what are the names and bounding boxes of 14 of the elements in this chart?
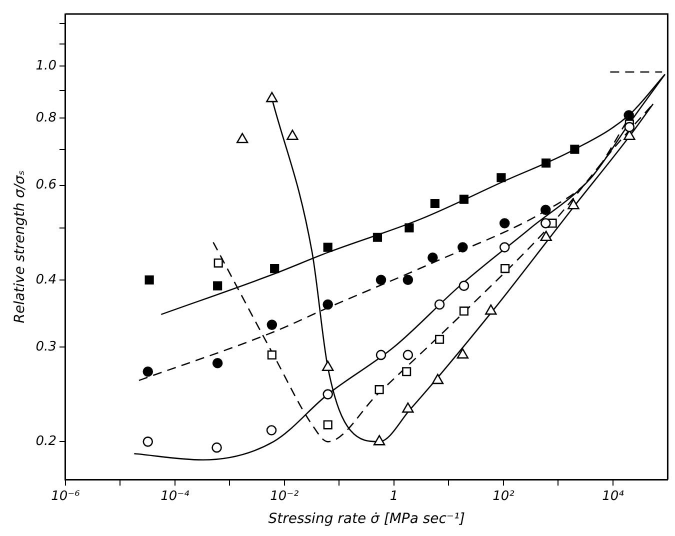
y-tick-label: 0.4 <box>36 272 56 288</box>
y-tick-label: 0.3 <box>36 339 56 354</box>
y-tick-label: 0.8 <box>36 110 56 126</box>
y-tick-label: 1.0 <box>36 58 56 74</box>
x-tick-label: 10⁴ <box>602 488 625 504</box>
x-axis-title: Stressing rate σ̇ [MPa sec⁻¹] <box>268 511 465 528</box>
x-tick-label: 10⁻⁴ <box>160 488 190 504</box>
y-axis-title: Relative strength σ/σₛ <box>12 170 28 324</box>
x-tick-label: 10² <box>492 488 514 504</box>
y-tick-label: 0.6 <box>36 178 56 193</box>
x-tick-label: 1 <box>390 488 398 504</box>
x-tick-label: 10⁻² <box>270 488 299 504</box>
x-tick-label: 10⁻⁶ <box>51 488 80 504</box>
y-tick-label: 0.2 <box>36 434 56 450</box>
